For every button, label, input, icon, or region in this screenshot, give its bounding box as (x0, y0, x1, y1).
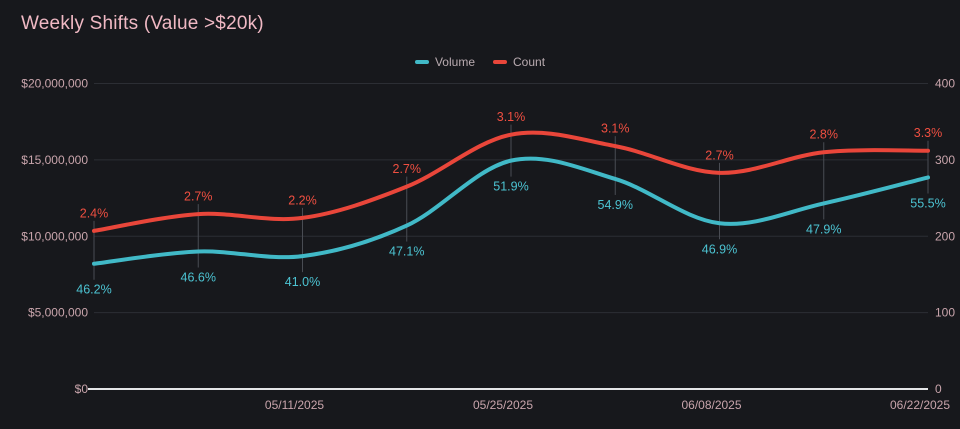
left-axis-tick-label: $5,000,000 (28, 306, 88, 320)
volume-line (92, 156, 930, 266)
x-axis-tick-label: 06/22/2025 (890, 398, 950, 412)
right-axis-tick-label: 100 (935, 306, 955, 320)
count-point-label: 3.1% (601, 122, 630, 136)
volume-point-label: 51.9% (493, 180, 528, 194)
count-point-label: 2.2% (288, 193, 317, 207)
x-axis-tick-label: 06/08/2025 (681, 398, 741, 412)
volume-point-label: 46.9% (702, 242, 737, 256)
right-axis-tick-label: 400 (935, 77, 955, 91)
left-axis-tick-label: $15,000,000 (21, 153, 88, 167)
count-point-label: 2.4% (80, 206, 109, 220)
left-axis-tick-label: $0 (75, 382, 89, 396)
volume-point-label: 54.9% (598, 198, 633, 212)
count-point-label: 2.8% (810, 128, 839, 142)
volume-point-label: 46.2% (76, 283, 111, 297)
right-axis-tick-label: 0 (935, 382, 942, 396)
volume-point-label: 47.9% (806, 222, 841, 236)
volume-point-label: 41.0% (285, 275, 320, 289)
left-axis-tick-label: $10,000,000 (21, 229, 88, 243)
left-axis-tick-label: $20,000,000 (21, 77, 88, 91)
chart-title: Weekly Shifts (Value >$20k) (21, 13, 264, 34)
count-line (92, 130, 930, 233)
count-point-label: 2.7% (393, 162, 422, 176)
count-point-label: 3.3% (914, 126, 943, 140)
volume-point-label: 55.5% (910, 196, 945, 210)
count-point-label: 2.7% (184, 190, 213, 204)
count-point-label: 3.1% (497, 110, 526, 124)
x-axis-tick-label: 05/11/2025 (265, 398, 324, 412)
volume-point-label: 47.1% (389, 245, 424, 259)
count-point-label: 2.7% (705, 148, 734, 162)
legend: Volume Count (0, 55, 960, 69)
legend-item-volume[interactable]: Volume (414, 55, 475, 69)
count-series-swatch-icon (493, 60, 507, 64)
legend-label-count: Count (513, 55, 546, 69)
volume-point-label: 46.6% (181, 271, 216, 285)
legend-label-volume: Volume (434, 55, 475, 69)
right-axis-tick-label: 300 (935, 153, 955, 167)
x-axis-tick-label: 05/25/2025 (473, 398, 533, 412)
volume-series-swatch-icon (414, 60, 429, 64)
right-axis-tick-label: 200 (935, 229, 955, 243)
legend-item-count[interactable]: Count (493, 55, 545, 69)
